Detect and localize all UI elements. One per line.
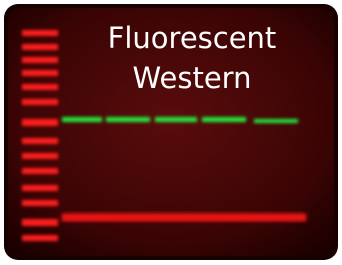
green-band xyxy=(106,117,150,122)
page: Fluorescent Western (() => { const data … xyxy=(0,0,342,265)
caption-line: Fluorescent xyxy=(108,21,277,55)
ladder-band xyxy=(22,235,58,241)
green-band xyxy=(155,117,197,122)
red-band-glow xyxy=(62,212,306,222)
ladder-band xyxy=(22,44,58,50)
blot-image: Fluorescent Western xyxy=(0,0,342,265)
ladder-band xyxy=(22,168,58,174)
caption-line: Western xyxy=(133,61,252,95)
ladder-band xyxy=(22,119,58,126)
ladder-band xyxy=(22,200,58,206)
ladder-band xyxy=(22,57,58,63)
ladder-band xyxy=(22,84,58,90)
ladder-band xyxy=(22,219,58,226)
green-band xyxy=(254,119,298,123)
ladder-band xyxy=(22,70,58,76)
green-band xyxy=(62,117,102,122)
ladder-band xyxy=(22,30,58,36)
ladder-band xyxy=(22,153,58,159)
ladder-band xyxy=(22,185,58,191)
green-band xyxy=(202,117,246,122)
ladder-band xyxy=(22,99,58,105)
ladder-band xyxy=(22,138,58,144)
